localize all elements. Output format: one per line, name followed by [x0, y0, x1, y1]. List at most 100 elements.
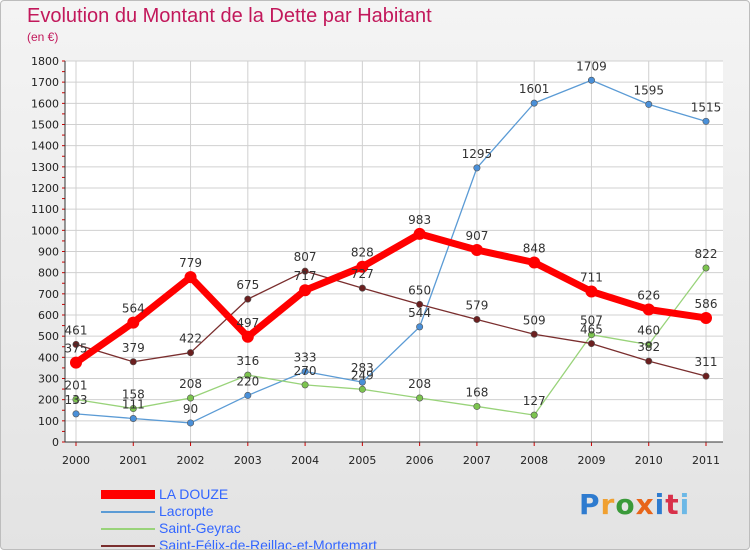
chart-legend: LA DOUZE Lacropte Saint-Geyrac Saint-Félix-…: [101, 486, 501, 549]
x-tick-label: 2009: [577, 454, 605, 467]
data-label-saint-felix-de-reillac-et-mortemart: 382: [637, 340, 660, 354]
y-tick-label: 500: [38, 330, 59, 343]
legend-item: Saint-Geyrac: [101, 520, 501, 537]
data-point-saint-felix-de-reillac-et-mortemart: [416, 300, 424, 308]
y-tick-label: 1300: [31, 161, 59, 174]
y-tick-label: 300: [38, 373, 59, 386]
data-label-saint-felix-de-reillac-et-mortemart: 422: [179, 332, 202, 346]
data-point-saint-felix-de-reillac-et-mortemart: [244, 295, 252, 303]
data-point-lacropte: [72, 410, 80, 418]
data-label-saint-geyrac: 208: [408, 377, 431, 391]
series-line-saint-felix-de-reillac-et-mortemart: [75, 270, 707, 377]
legend-label: LA DOUZE: [159, 486, 229, 502]
data-label-saint-geyrac: 208: [179, 377, 202, 391]
data-point-lacropte: [473, 164, 481, 172]
data-label-saint-felix-de-reillac-et-mortemart: 727: [351, 267, 374, 281]
x-tick-label: 2003: [234, 454, 262, 467]
y-tick-label: 1000: [31, 224, 59, 237]
y-tick-label: 1200: [31, 182, 59, 195]
data-point-saint-geyrac: [416, 394, 424, 402]
data-point-la-douze: [299, 284, 312, 297]
data-label-la-douze: 626: [637, 288, 660, 302]
data-label-la-douze: 375: [65, 342, 88, 356]
data-point-saint-geyrac: [129, 405, 137, 413]
series-line-saint-geyrac: [75, 267, 707, 416]
data-point-saint-geyrac: [358, 385, 366, 393]
data-label-la-douze: 983: [408, 213, 431, 227]
data-label-saint-felix-de-reillac-et-mortemart: 650: [408, 283, 431, 297]
data-point-saint-felix-de-reillac-et-mortemart: [358, 284, 366, 292]
x-tick-label: 2004: [291, 454, 319, 467]
data-point-saint-felix-de-reillac-et-mortemart: [72, 340, 80, 348]
series-line-lacropte: [75, 79, 707, 424]
y-tick-label: 1100: [31, 203, 59, 216]
data-label-lacropte: 1601: [519, 82, 550, 96]
data-label-la-douze: 711: [580, 271, 603, 285]
data-point-lacropte: [129, 415, 137, 423]
data-label-saint-felix-de-reillac-et-mortemart: 579: [465, 298, 488, 312]
x-tick-label: 2001: [119, 454, 147, 467]
data-label-saint-felix-de-reillac-et-mortemart: 675: [236, 278, 259, 292]
brand-logo: Proxiti: [579, 488, 691, 521]
data-label-lacropte: 1709: [576, 59, 607, 73]
data-point-la-douze: [413, 227, 426, 240]
data-point-lacropte: [416, 323, 424, 331]
data-label-la-douze: 717: [294, 269, 317, 283]
data-point-la-douze: [356, 260, 369, 273]
legend-item: Lacropte: [101, 503, 501, 520]
legend-item: LA DOUZE: [101, 486, 501, 503]
data-point-saint-geyrac: [187, 394, 195, 402]
data-label-saint-felix-de-reillac-et-mortemart: 379: [122, 341, 145, 355]
y-tick-label: 1500: [31, 119, 59, 132]
series-line-la-douze: [72, 230, 710, 367]
legend-swatch: [101, 490, 155, 499]
data-label-saint-geyrac: 127: [523, 394, 546, 408]
x-tick-label: 2002: [177, 454, 205, 467]
legend-swatch: [101, 527, 155, 530]
data-point-saint-geyrac: [702, 264, 710, 272]
y-tick-label: 1800: [31, 55, 59, 68]
y-tick-label: 400: [38, 351, 59, 364]
legend-label: Lacropte: [159, 503, 214, 519]
data-label-lacropte: 111: [122, 398, 145, 412]
data-point-lacropte: [358, 378, 366, 386]
y-tick-label: 900: [38, 246, 59, 259]
x-tick-label: 2008: [520, 454, 548, 467]
chart-title: Evolution du Montant de la Dette par Hab…: [27, 5, 432, 27]
data-point-saint-felix-de-reillac-et-mortemart: [301, 267, 309, 275]
data-point-la-douze: [528, 256, 541, 269]
data-point-la-douze: [642, 303, 655, 316]
data-point-la-douze: [70, 356, 82, 369]
data-point-la-douze: [585, 285, 598, 298]
x-tick-label: 2010: [635, 454, 663, 467]
data-point-saint-felix-de-reillac-et-mortemart: [587, 340, 595, 348]
data-label-la-douze: 497: [236, 316, 259, 330]
y-tick-label: 100: [38, 415, 59, 428]
data-label-saint-geyrac: 822: [695, 247, 718, 261]
data-point-la-douze: [184, 271, 197, 284]
data-label-la-douze: 564: [122, 302, 145, 316]
data-point-lacropte: [187, 419, 195, 427]
data-point-la-douze: [241, 330, 254, 343]
x-tick-label: 2007: [463, 454, 491, 467]
x-tick-label: 2006: [406, 454, 434, 467]
data-label-la-douze: 848: [523, 242, 546, 256]
data-label-la-douze: 907: [465, 229, 488, 243]
data-label-la-douze: 779: [179, 256, 202, 270]
data-label-saint-felix-de-reillac-et-mortemart: 461: [65, 323, 88, 337]
data-point-saint-felix-de-reillac-et-mortemart: [530, 330, 538, 338]
y-tick-label: 600: [38, 309, 59, 322]
data-label-saint-geyrac: 507: [580, 314, 603, 328]
legend-swatch: [101, 544, 155, 547]
data-label-lacropte: 333: [294, 351, 317, 365]
data-label-saint-geyrac: 201: [65, 378, 88, 392]
y-tick-label: 0: [52, 436, 59, 449]
data-point-saint-geyrac: [244, 371, 252, 379]
data-label-saint-felix-de-reillac-et-mortemart: 509: [523, 313, 546, 327]
data-point-saint-felix-de-reillac-et-mortemart: [473, 315, 481, 323]
data-point-saint-felix-de-reillac-et-mortemart: [129, 358, 137, 366]
data-point-la-douze: [470, 244, 483, 257]
data-label-la-douze: 828: [351, 246, 374, 260]
data-label-lacropte: 1515: [691, 100, 722, 114]
data-label-saint-geyrac: 168: [465, 385, 488, 399]
